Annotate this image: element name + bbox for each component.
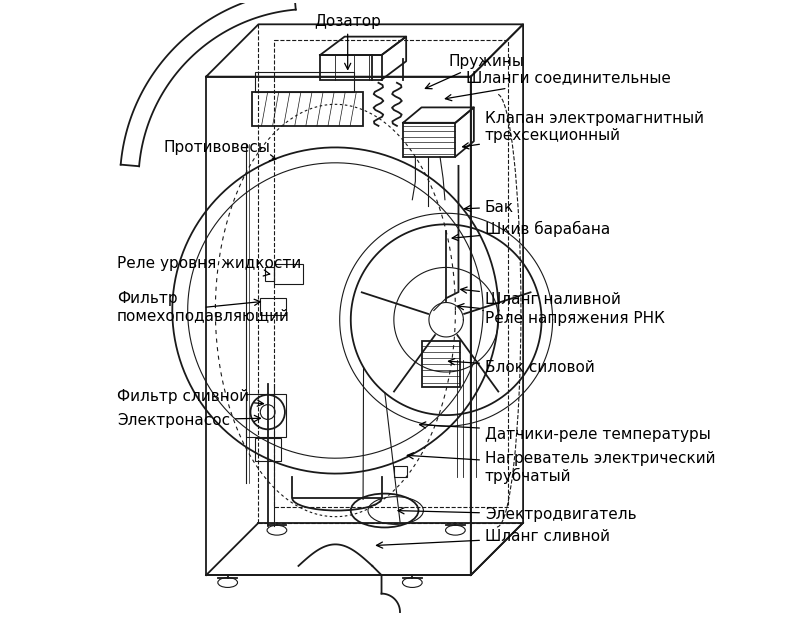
Bar <box>403 123 455 156</box>
Text: Нагреватель электрический
трубчатый: Нагреватель электрический трубчатый <box>407 451 715 484</box>
Text: Фильтр
помехоподавляющий: Фильтр помехоподавляющий <box>117 291 290 324</box>
Text: Шланги соединительные: Шланги соединительные <box>446 70 670 101</box>
Text: Шланг наливной: Шланг наливной <box>461 287 621 307</box>
Bar <box>320 55 382 79</box>
Bar <box>260 298 286 315</box>
Text: Пружины: Пружины <box>426 54 524 89</box>
Text: Шкив барабана: Шкив барабана <box>452 221 610 240</box>
Text: Блок силовой: Блок силовой <box>449 358 594 374</box>
Text: Электродвигатель: Электродвигатель <box>398 507 637 522</box>
Text: Бак: Бак <box>465 199 514 215</box>
Text: Электронасос: Электронасос <box>117 412 261 427</box>
Text: Реле уровня жидкости: Реле уровня жидкости <box>117 256 301 276</box>
Bar <box>246 394 286 437</box>
Text: Клапан электромагнитный
трехсекционный: Клапан электромагнитный трехсекционный <box>462 111 704 149</box>
Bar <box>252 92 363 126</box>
Text: Датчики-реле температуры: Датчики-реле температуры <box>419 422 710 442</box>
Bar <box>255 438 282 461</box>
Bar <box>255 72 354 92</box>
Text: Противовесы: Противовесы <box>163 140 276 161</box>
Bar <box>422 342 460 388</box>
Text: Реле напряжения РНК: Реле напряжения РНК <box>458 304 665 326</box>
Bar <box>265 268 274 281</box>
Bar <box>274 265 303 284</box>
Text: Фильтр сливной: Фильтр сливной <box>117 389 263 406</box>
Text: Шланг сливной: Шланг сливной <box>377 530 610 548</box>
Bar <box>394 466 407 477</box>
Text: Дозатор: Дозатор <box>314 14 381 70</box>
